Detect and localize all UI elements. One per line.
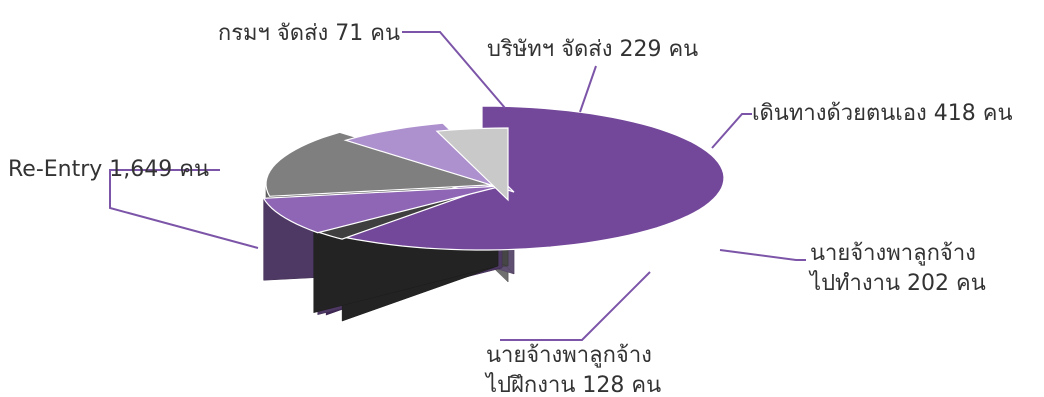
slice-top-reentry — [323, 105, 725, 251]
slice-labels: Re-Entry 1,649 คน กรมฯ จัดส่ง 71 คนบริษัท… — [8, 21, 1013, 397]
slice-top-emp_train — [435, 127, 509, 202]
slice-top-company — [262, 185, 503, 234]
slice-label-company: บริษัทฯ จัดส่ง 229 คน — [487, 37, 698, 62]
slice-label-dept: กรมฯ จัดส่ง 71 คน — [218, 21, 400, 46]
leader-lines — [109, 31, 806, 341]
leader-line-emp_train — [500, 271, 651, 341]
slice-label-emp_work-line2: ไปทำงาน 202 คน — [808, 270, 986, 296]
slice-label-emp_train-line2: ไปฝึกงาน 128 คน — [484, 372, 661, 397]
leader-line-dept — [402, 31, 506, 109]
leader-line-reentry — [109, 169, 259, 249]
slice-label-emp_train-line1: นายจ้างพาลูกจ้าง — [486, 343, 652, 368]
pie-tops — [262, 105, 725, 251]
leader-line-self — [711, 113, 752, 149]
slice-label-reentry: Re-Entry 1,649 คน — [8, 157, 209, 182]
leader-line-emp_work — [719, 249, 806, 261]
slice-top-self — [265, 131, 509, 197]
leader-line-company — [579, 65, 597, 113]
slice-top-emp_work — [343, 122, 515, 193]
slice-label-emp_work-line1: นายจ้างพาลูกจ้าง — [810, 241, 976, 266]
slice-label-self: เดินทางด้วยตนเอง 418 คน — [752, 101, 1013, 126]
